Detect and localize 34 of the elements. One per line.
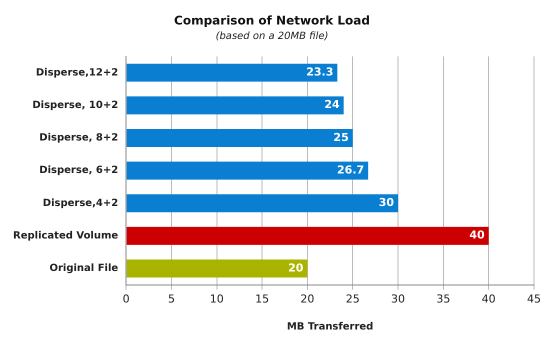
bar xyxy=(126,260,308,278)
data-label: 25 xyxy=(333,130,349,144)
x-tick-label: 0 xyxy=(122,292,130,306)
data-label: 23.3 xyxy=(306,66,334,79)
y-tick-label: Disperse,4+2 xyxy=(42,198,118,209)
y-tick-label: Replicated Volume xyxy=(13,230,118,242)
y-tick-label: Disperse, 10+2 xyxy=(32,100,118,111)
y-tick-label: Original File xyxy=(49,263,118,274)
data-label: 40 xyxy=(469,228,486,242)
bar xyxy=(126,96,344,114)
bar xyxy=(126,162,368,180)
x-tick-label: 20 xyxy=(300,292,314,306)
bar xyxy=(126,129,353,147)
y-tick-label: Disperse,12+2 xyxy=(36,67,118,78)
y-tick-label: Disperse, 6+2 xyxy=(39,165,118,176)
x-tick-label: 45 xyxy=(527,292,541,306)
data-label: 20 xyxy=(288,261,304,274)
bar xyxy=(126,194,398,212)
data-label: 30 xyxy=(378,196,394,210)
x-tick-label: 30 xyxy=(391,292,406,306)
x-axis-title: MB Transferred xyxy=(286,322,374,333)
data-label: 26.7 xyxy=(337,163,364,176)
x-tick-label: 5 xyxy=(168,292,175,306)
x-tick-label: 15 xyxy=(255,292,270,306)
bar xyxy=(126,226,489,245)
x-tick-label: 10 xyxy=(210,292,224,306)
x-tick-label: 25 xyxy=(346,292,360,306)
chart-title: Comparison of Network Load xyxy=(174,13,370,28)
data-label: 24 xyxy=(324,98,340,112)
y-tick-label: Disperse, 8+2 xyxy=(39,132,118,144)
x-tick-label: 35 xyxy=(436,292,450,306)
chart-subtitle: (based on a 20MB file) xyxy=(216,30,328,42)
x-tick-label: 40 xyxy=(482,292,496,306)
bar xyxy=(126,64,338,82)
